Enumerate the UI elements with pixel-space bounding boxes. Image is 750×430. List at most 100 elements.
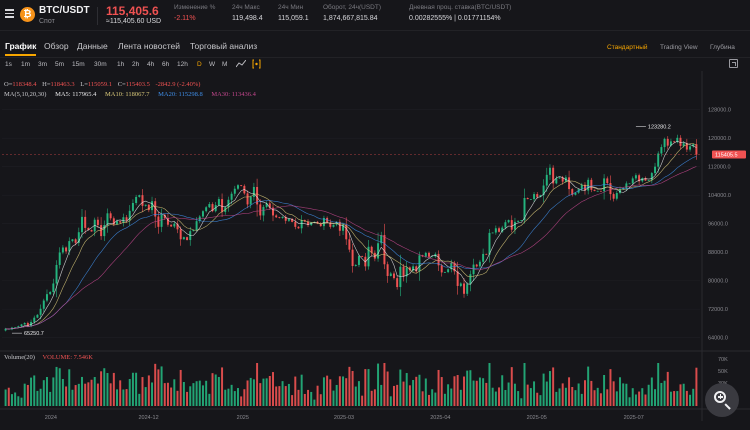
- volume-bar: [313, 399, 316, 406]
- timeframe-15m[interactable]: 15m: [72, 61, 85, 68]
- volume-bar: [201, 385, 204, 406]
- menu-icon[interactable]: [5, 9, 14, 18]
- volume-bar: [287, 383, 290, 406]
- candle: [574, 192, 577, 195]
- timeframe-2h[interactable]: 2h: [132, 61, 140, 68]
- volume-bar: [428, 394, 430, 406]
- candle: [131, 202, 134, 211]
- pair-selector[interactable]: BTC/USDT: [39, 5, 90, 16]
- volume-bar: [673, 391, 676, 406]
- candle: [211, 204, 214, 212]
- candle: [233, 188, 236, 194]
- timeframe-5m[interactable]: 5m: [55, 61, 65, 68]
- volume-bar: [561, 383, 564, 406]
- volume-bar: [103, 368, 106, 406]
- ohlc-readout: O=118348.4 H=118463.3 L=115059.1 C=11540…: [4, 81, 204, 88]
- timeframe-1h[interactable]: 1h: [117, 61, 125, 68]
- ma10-value: MA10: 118067.7: [104, 91, 150, 98]
- candle: [329, 222, 332, 227]
- tab-trade-analysis[interactable]: Торговый анализ: [190, 41, 258, 51]
- indicator-icon[interactable]: [252, 59, 261, 69]
- tab-data[interactable]: Данные: [77, 41, 108, 51]
- candle: [590, 179, 593, 190]
- candle: [676, 137, 679, 143]
- candle: [338, 221, 341, 231]
- volume-bar: [275, 386, 278, 406]
- volume-bar: [361, 395, 364, 406]
- volume-bar: [329, 379, 332, 406]
- candle: [402, 266, 405, 277]
- volume-bar: [272, 372, 274, 406]
- candle: [361, 256, 364, 257]
- volume-bar: [443, 393, 446, 406]
- expand-icon[interactable]: [729, 59, 738, 68]
- volume-bar: [450, 388, 453, 406]
- market-type: Спот: [39, 18, 55, 25]
- volume-bar: [192, 383, 195, 406]
- chart-area[interactable]: 128000.0 120000.0 112000.0 104000.0 96000.0 8…: [0, 71, 750, 430]
- candle: [437, 253, 440, 266]
- candle: [412, 266, 415, 271]
- candle: [606, 178, 609, 184]
- timeframe-w[interactable]: W: [209, 61, 216, 68]
- volume-bar: [533, 381, 536, 406]
- volume-bar: [294, 376, 297, 406]
- candle: [466, 284, 469, 294]
- current-price-tag: [712, 150, 746, 159]
- candle: [144, 204, 147, 206]
- volume-bar: [58, 368, 61, 406]
- timeframe-m[interactable]: M: [222, 61, 228, 68]
- volume-bar: [14, 392, 17, 406]
- volume-bar: [434, 392, 437, 406]
- chart-grid: [0, 71, 750, 421]
- timeframe-6h[interactable]: 6h: [162, 61, 170, 68]
- timeframe-12h[interactable]: 12h: [177, 61, 188, 68]
- tab-overview[interactable]: Обзор: [44, 41, 69, 51]
- ticker-header: ₿ BTC/USDT Спот 115,405.6 ≈115,405.60 US…: [0, 0, 750, 31]
- candle: [428, 252, 430, 257]
- last-price: 115,405.6: [106, 4, 159, 18]
- timeframe-d[interactable]: D: [197, 61, 202, 68]
- volume-bar: [233, 391, 236, 406]
- candle: [370, 246, 373, 253]
- candle: [96, 219, 99, 226]
- timeframe-1s[interactable]: 1s: [5, 61, 12, 68]
- candle: [552, 167, 555, 184]
- volume-bar: [147, 375, 150, 406]
- x-tick-label: 2025-04: [430, 415, 450, 421]
- view-depth[interactable]: Глубина: [710, 44, 735, 51]
- volume-bar: [663, 380, 666, 406]
- timeframe-30m[interactable]: 30m: [94, 61, 107, 68]
- candle: [619, 189, 621, 194]
- candle: [125, 217, 128, 221]
- timeframe-4h[interactable]: 4h: [147, 61, 155, 68]
- candle: [507, 220, 510, 223]
- line-chart-icon[interactable]: [236, 60, 246, 68]
- zoom-in-button[interactable]: [705, 383, 739, 417]
- candle: [230, 193, 233, 200]
- timeframe-1m[interactable]: 1m: [21, 61, 31, 68]
- volume-bar: [259, 383, 262, 406]
- candlestick-chart[interactable]: 128000.0 120000.0 112000.0 104000.0 96000.0 8…: [0, 71, 750, 430]
- tab-news[interactable]: Лента новостей: [118, 41, 180, 51]
- candle: [106, 213, 109, 226]
- candle: [147, 204, 150, 211]
- volume-bar: [116, 389, 119, 406]
- volume-bar: [93, 377, 96, 406]
- view-standard[interactable]: Стандартный: [607, 44, 648, 51]
- candle: [485, 253, 488, 255]
- volume-bar: [463, 376, 466, 406]
- candle: [482, 253, 485, 262]
- volume-bar: [284, 386, 287, 406]
- view-tradingview[interactable]: Trading View: [660, 44, 698, 51]
- candle: [634, 175, 637, 179]
- timeframe-3m[interactable]: 3m: [38, 61, 48, 68]
- volume-bar: [520, 398, 523, 406]
- stat-value: 1,874,667,815.84: [323, 15, 378, 22]
- tab-chart[interactable]: График: [5, 41, 37, 56]
- volume-bar: [392, 385, 395, 406]
- volume-bar: [682, 383, 685, 406]
- candle: [201, 211, 204, 217]
- candle: [596, 190, 599, 192]
